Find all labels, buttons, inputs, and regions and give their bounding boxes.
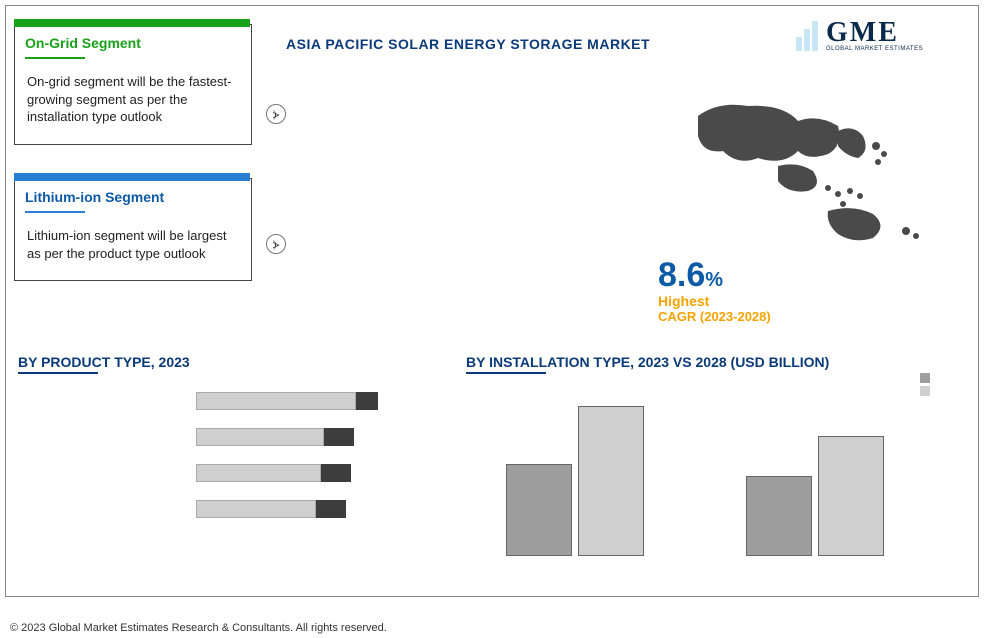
infographic-container: On-Grid Segment On-grid segment will be …	[5, 5, 979, 597]
hbar-row: Lithium-ion	[18, 388, 428, 414]
bullet-icon: ⦔	[266, 234, 286, 254]
segment-box-lithium: Lithium-ion Segment Lithium-ion segment …	[14, 178, 252, 281]
hbar-row: Lead-Acid	[18, 424, 428, 450]
cagr-value: 8.6	[658, 256, 705, 294]
segment-body: Lithium-ion segment will be largest as p…	[15, 213, 251, 280]
cagr-range-label: CAGR (2023-2028)	[658, 309, 858, 324]
segment-box-ongrid: On-Grid Segment On-grid segment will be …	[14, 24, 252, 145]
logo-bars-icon	[796, 21, 818, 51]
legend-item: 2028	[920, 385, 956, 396]
logo-text: GME	[826, 20, 923, 45]
main-title: ASIA PACIFIC SOLAR ENERGY STORAGE MARKET	[286, 36, 650, 52]
segment-title: On-Grid Segment	[15, 25, 251, 55]
cagr-highest-label: Highest	[658, 293, 858, 309]
segment-bar	[14, 19, 250, 27]
copyright-footer: © 2023 Global Market Estimates Research …	[10, 622, 387, 634]
bar-group	[506, 406, 644, 556]
hbar-row: Others	[18, 496, 428, 522]
chart-title-underline	[466, 372, 546, 374]
hbar-row: Flow Battery	[18, 460, 428, 486]
bullet-icon: ⦔	[266, 104, 286, 124]
chart-legend: 2023 2028	[920, 372, 956, 398]
chart-title: BY PRODUCT TYPE, 2023	[18, 354, 428, 370]
cagr-block: 8.6% Highest CAGR (2023-2028)	[658, 256, 858, 324]
cagr-percent: %	[705, 269, 723, 291]
segment-title: Lithium-ion Segment	[15, 179, 251, 209]
segment-body: On-grid segment will be the fastest-grow…	[15, 59, 251, 144]
segment-bar	[14, 173, 250, 181]
legend-item: 2023	[920, 372, 956, 383]
bar-group	[746, 436, 884, 556]
gme-logo: GME GLOBAL MARKET ESTIMATES	[796, 14, 966, 58]
chart-title-underline	[18, 372, 98, 374]
product-type-chart: BY PRODUCT TYPE, 2023 Lithium-ion Lead-Ac…	[18, 354, 428, 584]
logo-subtext: GLOBAL MARKET ESTIMATES	[826, 46, 923, 52]
asia-pacific-map-icon	[688, 96, 948, 246]
installation-type-chart: BY INSTALLATION TYPE, 2023 VS 2028 (USD …	[466, 354, 966, 584]
chart-title: BY INSTALLATION TYPE, 2023 VS 2028 (USD …	[466, 354, 966, 370]
